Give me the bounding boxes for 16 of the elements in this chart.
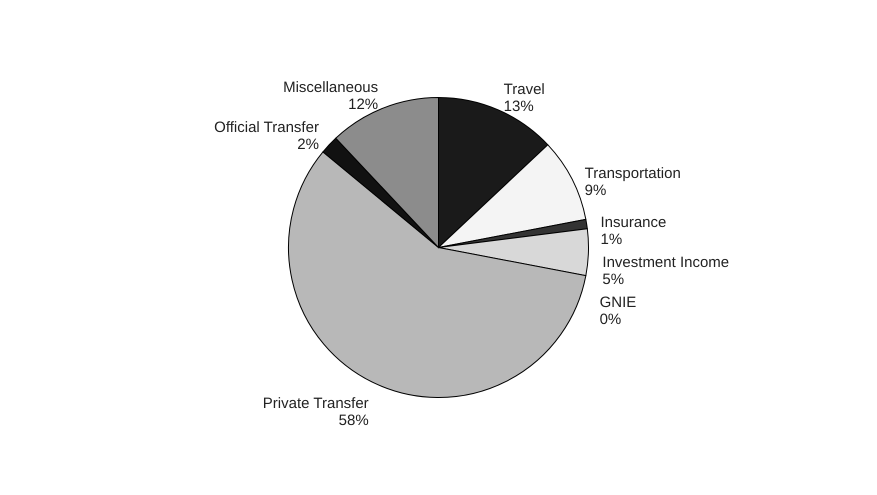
data-label: 1% [600,230,622,248]
slice-label: Insurance [600,214,666,231]
data-label: 13% [504,98,534,115]
slice-label: Investment Income [602,254,730,271]
slice-label: Travel [504,80,545,98]
category-label: GNIE [600,294,636,311]
slice-label: Private Transfer [262,394,369,412]
text: 0% [600,310,622,328]
data-label: 12% [348,96,378,114]
slice-label: Official Transfer [214,119,319,136]
slice-label: Miscellaneous [283,79,378,96]
data-label: 2% [297,136,319,154]
slice-label: Transportation [584,165,681,182]
data-label: 58% [338,412,369,429]
data-label: 9% [584,182,606,200]
data-label: 5% [602,270,624,288]
